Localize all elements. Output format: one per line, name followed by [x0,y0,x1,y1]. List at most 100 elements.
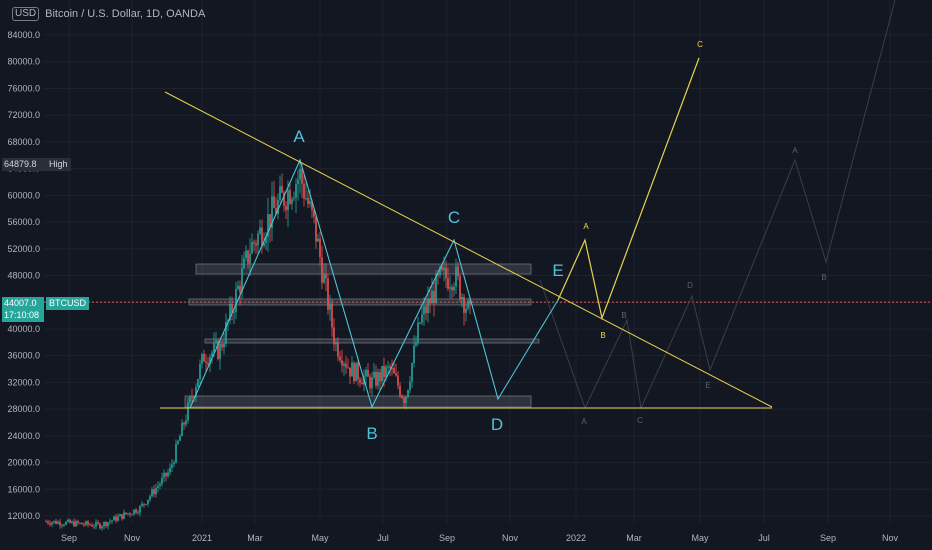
candle-body [113,516,115,521]
candle-body [263,242,265,247]
candle-body [419,322,421,324]
candle-body [255,243,257,246]
candle-body [361,382,363,385]
candle-body [279,186,281,201]
candle-body [185,420,187,425]
ghost-label-e-4: E [705,381,710,390]
candle-body [423,306,425,315]
candle-body [109,521,111,523]
candle-body [87,521,89,525]
candle-body [457,266,459,277]
candle-body [403,397,405,404]
candle-body [415,342,417,346]
candle-body [389,366,391,368]
support-resistance-zones [184,263,540,408]
candle-body [45,521,47,523]
candle-body [93,526,95,528]
candle-body [445,268,447,279]
candle-body [211,352,213,357]
candle-body [243,258,245,269]
candle-body [393,368,395,374]
wave-path-line [189,158,559,409]
candle-body [315,216,317,242]
price-tick-label: 16000.0 [7,484,40,494]
candle-body [313,210,315,217]
candle-body [387,366,389,368]
candle-body [323,274,325,283]
candle-body [411,363,413,382]
grid [44,0,932,524]
price-tick-label: 20000.0 [7,458,40,468]
candle-body [365,369,367,377]
price-tick-label: 76000.0 [7,83,40,93]
candle-body [223,343,225,348]
candle-body [169,467,171,473]
candle-body [129,513,131,515]
symbol-title: Bitcoin / U.S. Dollar, 1D, OANDA [45,8,206,20]
candle-body [349,367,351,377]
candle-body [275,207,277,215]
candle-body [341,360,343,366]
candle-body [167,472,169,477]
candle-body [383,366,385,378]
candle-body [145,504,147,506]
candle-body [115,516,117,521]
candle-body [199,364,201,380]
candle-body [215,340,217,343]
candle-body [339,356,341,361]
candle-body [289,190,291,204]
candle-body [297,179,299,184]
candle-body [333,327,335,345]
candle-body [53,520,55,523]
candle-body [85,521,87,525]
candle-body [219,344,221,359]
ghost-label-a-5: A [792,146,798,155]
time-tick-label: Sep [61,533,77,543]
candle-body [299,168,301,180]
candle-body [89,524,91,526]
price-tick-label: 52000.0 [7,244,40,254]
candle-body [395,373,397,376]
price-axis[interactable]: 84000.080000.076000.072000.068000.064000… [0,0,44,550]
candle-body [277,200,279,215]
candle-body [103,522,105,527]
candle-body [123,512,125,519]
candle-body [417,322,419,343]
candle-body [49,523,51,525]
candle-body [157,485,159,489]
candle-body [443,268,445,270]
zone-box [184,395,532,408]
ghost-label-c-2: C [637,416,643,425]
candle-body [455,266,457,287]
candle-body [351,362,353,377]
candle-body [439,266,441,276]
candle-body [97,522,99,524]
candle-body [195,387,197,397]
zone-box [188,298,532,306]
projection-path-line [557,57,700,321]
ghost-label-b-6: B [821,273,826,282]
price-tick-label: 40000.0 [7,324,40,334]
zone-box [195,263,532,275]
candle-body [183,422,185,425]
candle-body [107,522,109,527]
price-tick-label: 80000.0 [7,57,40,67]
currency-button[interactable]: USD [12,7,40,21]
candle-body [385,366,387,378]
candle-body [173,462,175,465]
time-tick-label: Jul [377,533,389,543]
candle-body [179,436,181,441]
candle-body [425,306,427,313]
candle-body [355,362,357,382]
time-tick-label: Nov [124,533,141,543]
candle-body [347,367,349,369]
time-axis[interactable]: Sep Nov 2021 Mar May Jul Sep Nov 2022 Mar May Jul Se… [61,533,899,543]
candle-body [319,238,321,258]
candle-body [181,422,183,437]
candle-body [209,356,211,365]
candle-body [225,321,227,344]
candle-body [101,526,103,529]
candle-body [465,308,467,313]
candle-body [467,300,469,309]
